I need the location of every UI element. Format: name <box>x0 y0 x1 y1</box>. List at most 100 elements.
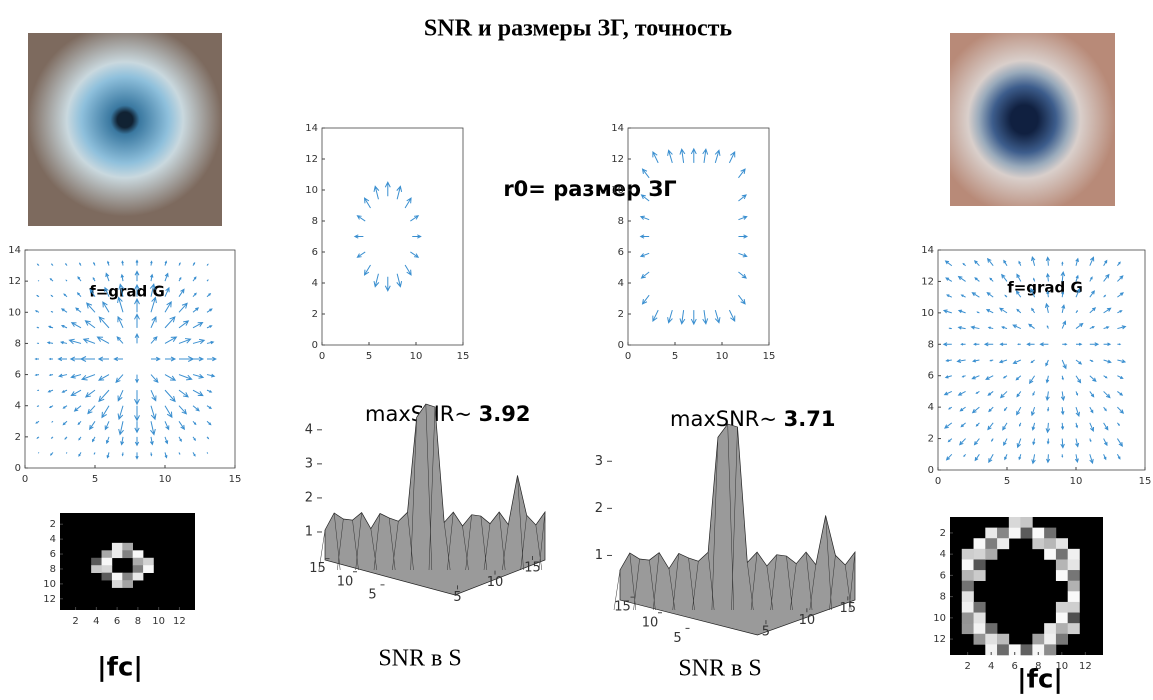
quiver-arrow <box>1117 376 1122 379</box>
quiver-arrow <box>1019 454 1021 459</box>
y-tick-label: 4 <box>940 549 946 560</box>
quiver-arrow <box>972 293 979 297</box>
max-snr-value: 3.71 <box>784 407 836 431</box>
y-tick-label: 12 <box>921 276 934 287</box>
image-pixel <box>962 591 974 602</box>
image-pixel <box>1021 528 1033 539</box>
quiver-arrow <box>1104 407 1107 410</box>
quiver-arrow <box>193 293 196 296</box>
image-pixel <box>1056 634 1068 645</box>
image-pixel <box>1032 528 1044 539</box>
image-pixel <box>133 573 144 581</box>
quiver-arrow <box>715 150 720 163</box>
quiver-arrow <box>355 235 363 238</box>
image-pixel <box>1032 538 1044 549</box>
quiver-arrow <box>365 198 371 208</box>
quiver-arrow <box>1117 326 1125 329</box>
image-pixel <box>997 634 1009 645</box>
quiver-arrow <box>119 421 124 434</box>
quiver-arrow <box>1040 343 1048 346</box>
quiver-arrow <box>1033 391 1035 395</box>
z-tick-label: 3 <box>305 456 313 471</box>
quiver-arrow <box>1104 360 1111 363</box>
quiver-arrow <box>106 437 109 443</box>
image-pixel <box>1056 570 1068 581</box>
y-tick-label: 10 <box>611 185 624 196</box>
y-tick-label: 2 <box>312 309 318 320</box>
image-pixel <box>1068 623 1080 634</box>
quiver-arrow <box>1031 407 1034 415</box>
surface <box>620 424 855 635</box>
image-pixel <box>1021 644 1033 655</box>
quiver-arrow <box>78 277 81 281</box>
quiver-arrow <box>1032 257 1035 266</box>
quiver-arrow <box>1032 309 1035 313</box>
quiver-arrow <box>62 390 67 392</box>
quiver-arrow <box>680 149 685 163</box>
x-tick-label: 10 <box>799 613 816 628</box>
quiver-arrow <box>1047 454 1050 462</box>
image-pixel <box>1044 634 1056 645</box>
quiver-arrow <box>1076 391 1078 394</box>
image-pixel <box>133 558 144 566</box>
quiver-arrow <box>1090 343 1098 346</box>
quiver-arrow <box>1019 262 1021 266</box>
y-tick-label: 5 <box>368 587 376 602</box>
image-pixel <box>1056 538 1068 549</box>
quiver-arrow <box>51 295 53 296</box>
quiver-arrow <box>38 264 39 265</box>
quiver-arrow <box>136 260 138 265</box>
image-pixel <box>1056 623 1068 634</box>
quiver-arrow <box>946 376 952 378</box>
quiver-arrow <box>165 357 175 361</box>
quiver-arrow <box>207 357 216 361</box>
quiver-arrow <box>193 421 196 424</box>
image-pixel <box>1044 644 1056 655</box>
quiver-arrow <box>1104 343 1110 346</box>
quiver-arrow <box>1104 423 1108 430</box>
x-tick-label: 5 <box>366 351 372 362</box>
quiver-arrow <box>87 303 95 312</box>
image-pixel <box>143 565 154 573</box>
image-pixel <box>985 538 997 549</box>
quiver-arrow <box>122 452 123 455</box>
image-pixel <box>102 565 113 573</box>
image-pixel <box>102 550 113 558</box>
quiver-arrow <box>52 421 53 422</box>
quiver-arrow <box>151 406 156 419</box>
quiver-arrow <box>729 152 734 163</box>
quiver-arrow <box>990 278 993 281</box>
quiver-arrow <box>1076 376 1081 383</box>
quiver-arrow <box>179 289 184 296</box>
quiver-arrow <box>1090 423 1094 431</box>
quiver-arrow <box>165 421 169 429</box>
quiver-arrow <box>946 359 951 361</box>
y-tick-label: 0 <box>618 340 624 351</box>
y-tick-label: 2 <box>928 434 934 445</box>
image-pixel <box>974 570 986 581</box>
quiver-arrow <box>1005 407 1007 410</box>
quiver-arrow <box>106 273 109 281</box>
quiver-arrow <box>1002 327 1007 329</box>
eye-photo <box>950 33 1115 206</box>
image-pixel <box>985 634 997 645</box>
y-tick-label: 14 <box>921 245 934 256</box>
image-pixel <box>974 613 986 624</box>
image-pixel <box>974 634 986 645</box>
quiver-arrow <box>1000 308 1007 313</box>
title: SNR и размеры ЗГ, точность <box>424 16 732 42</box>
quiver-arrow <box>1062 262 1063 265</box>
quiver-arrow <box>397 186 402 199</box>
quiver-arrow <box>207 437 208 439</box>
quiver-arrow <box>59 357 67 360</box>
quiver-arrow <box>99 375 109 381</box>
y-tick-label: 8 <box>50 564 56 575</box>
quiver-arrow <box>405 265 411 275</box>
image-pixel <box>974 602 986 613</box>
quiver-arrow <box>193 323 203 328</box>
quiver-arrow <box>62 326 67 328</box>
y-tick-label: 12 <box>43 594 56 605</box>
quiver-arrow <box>385 182 390 196</box>
quiver-arrow <box>121 437 124 445</box>
image-pixel <box>1068 613 1080 624</box>
